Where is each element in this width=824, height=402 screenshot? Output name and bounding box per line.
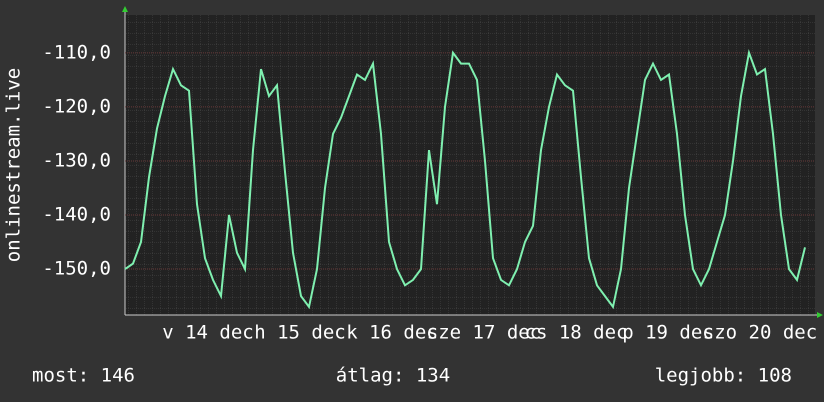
y-axis-label: onlinestream.live	[3, 68, 25, 262]
y-tick-label: -110,0	[42, 41, 111, 63]
x-tick-label: sze 17 dec	[427, 322, 541, 344]
y-tick-label: -150,0	[42, 258, 111, 280]
x-tick-label: h 15 dec	[254, 322, 346, 344]
data-line	[124, 49, 806, 310]
summary-stat: legjobb: 108	[655, 365, 792, 387]
y-tick-label: -130,0	[42, 149, 111, 171]
x-tick-label: v 14 dec	[162, 322, 254, 344]
summary-stat: átlag: 134	[336, 365, 450, 387]
summary-stat: most: 146	[32, 365, 135, 387]
axis-arrow	[817, 312, 823, 318]
x-tick-label: cs 18 dec	[525, 322, 628, 344]
x-tick-label: p 19 dec	[622, 322, 714, 344]
minor-grid	[125, 15, 815, 315]
y-tick-label: -140,0	[42, 204, 111, 226]
y-tick-label: -120,0	[42, 95, 111, 117]
x-tick-label: k 16 dec	[346, 322, 438, 344]
x-tick-label: szo 20 dec	[703, 322, 817, 344]
axis-arrow	[122, 6, 128, 12]
